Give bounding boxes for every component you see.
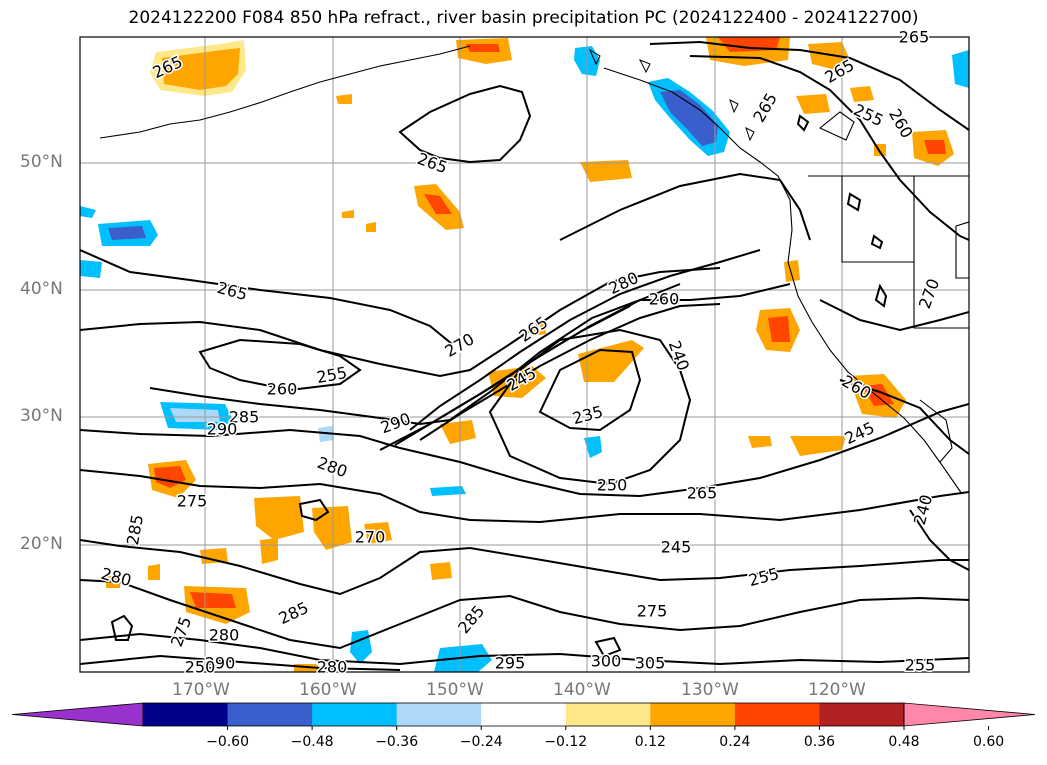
contour-label: 280 [209,626,240,645]
contour-label: 290 [205,654,236,673]
lon-label-130w: 130°W [681,680,739,700]
coastlines [99,45,969,495]
colorbar-swatch [481,703,567,726]
contour-label: 275 [177,492,208,511]
contour-label: 275 [637,602,668,621]
contour-label: 250 [597,476,628,495]
contour-label: 290 [207,420,238,439]
lon-label-150w: 150°W [426,680,484,700]
colorbar-extend-max [903,702,1036,727]
colorbar-tick-label: −0.12 [544,734,588,750]
colorbar-tick-label: 0.36 [803,734,836,750]
colorbar-swatch [650,703,736,726]
coast-islands [588,48,755,142]
map-title: 2024122200 F084 850 hPa refract., river … [128,8,919,28]
contour-label: 265 [687,484,718,503]
colorbar-frame [142,702,905,727]
colorbar-swatch [565,703,651,726]
colorbar [11,702,1036,730]
contour-label: 305 [635,654,666,673]
colorbar-tick-label: −0.60 [206,734,249,750]
contour-label: 245 [661,538,692,557]
colorbar-swatch [734,703,820,726]
colorbar-swatch [143,703,229,726]
contour-label: 260 [267,380,298,399]
colorbar-swatch [819,703,905,726]
lat-label-20n: 20°N [20,534,63,554]
lon-label-120w: 120°W [808,680,866,700]
lon-label-140w: 140°W [553,680,611,700]
colorbar-tick-label: 0.60 [972,734,1005,750]
colorbar-tick-label: −0.24 [459,734,503,750]
lat-label-40n: 40°N [20,279,63,299]
colorbar-tick-label: 0.24 [719,734,751,750]
map-frame [79,36,970,673]
refractivity-contours [80,40,969,671]
colorbar-swatch [396,703,482,726]
contour-label: 265 [899,28,930,47]
colorbar-tick-label: 0.48 [888,734,920,750]
contour-label: 285 [229,408,260,427]
contour-label: 255 [905,656,936,675]
lon-label-160w: 160°W [299,680,357,700]
colorbar-extend-min [11,702,144,727]
contour-label: 280 [317,658,348,677]
contour-label: 270 [355,528,386,547]
contour-labels: 2652652602652552652652652802602652702552… [98,26,945,678]
contour-label: 250 [185,658,216,677]
contour-label: 295 [495,654,526,673]
contour-label: 260 [649,290,680,309]
colorbar-swatch [227,703,313,726]
lat-label-30n: 30°N [20,406,63,426]
colorbar-swatch [312,703,398,726]
colorbar-tick-label: −0.36 [375,734,419,750]
contour-label: 300 [591,652,622,671]
lat-label-50n: 50°N [20,152,63,172]
colorbar-tick-label: −0.48 [290,734,334,750]
lon-label-170w: 170°W [172,680,230,700]
colorbar-tick-label: 0.12 [634,734,666,750]
